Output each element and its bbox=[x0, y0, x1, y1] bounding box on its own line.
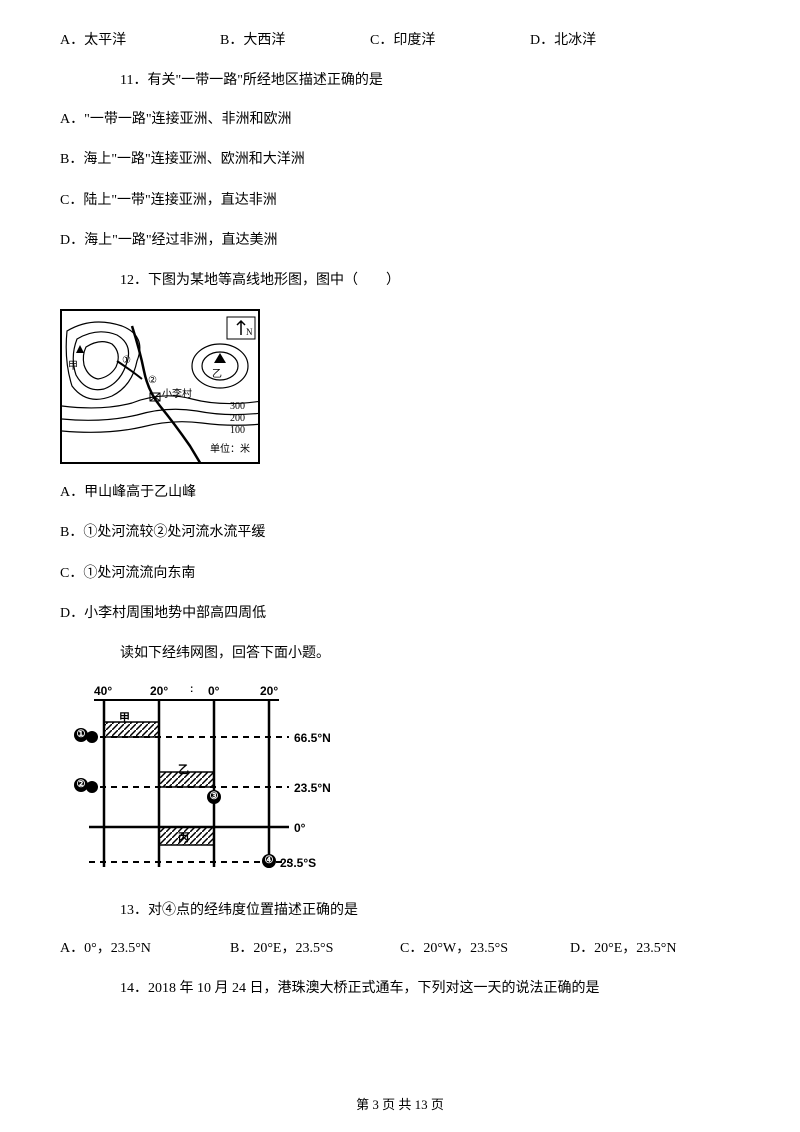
q13-option-d[interactable]: D．20°E，23.5°N bbox=[570, 938, 740, 960]
q11-option-d[interactable]: D．海上"一路"经过非洲，直达美洲 bbox=[60, 230, 740, 252]
q13-options: A．0°，23.5°N B．20°E，23.5°S C．20°W，23.5°S … bbox=[60, 938, 740, 960]
fig1-label-unit: 单位：米 bbox=[210, 442, 250, 458]
q13-option-a[interactable]: A．0°，23.5°N bbox=[60, 938, 230, 960]
q10-options: A．太平洋 B．大西洋 C．印度洋 D．北冰洋 bbox=[60, 30, 740, 52]
q12-option-c[interactable]: C．①处河流流向东南 bbox=[60, 563, 740, 585]
lon-label-2: 0° bbox=[208, 682, 219, 701]
fig1-label-100: 100 bbox=[230, 423, 245, 439]
lat-label-1: 23.5°N bbox=[294, 779, 331, 798]
contour-map-figure: N 甲 乙 ① ② 小李村 300 200 100 单位：米 bbox=[60, 309, 740, 464]
zone-bing: 丙 bbox=[178, 830, 189, 848]
fig1-label-one: ① bbox=[122, 353, 131, 369]
q11-option-a[interactable]: A．"一带一路"连接亚洲、非洲和欧洲 bbox=[60, 109, 740, 131]
q13-option-c[interactable]: C．20°W，23.5°S bbox=[400, 938, 570, 960]
q12-stem: 12．下图为某地等高线地形图，图中（ ） bbox=[120, 270, 740, 292]
q10-option-c[interactable]: C．印度洋 bbox=[370, 30, 530, 52]
q12-option-b[interactable]: B．①处河流较②处河流水流平缓 bbox=[60, 522, 740, 544]
zone-yi: 乙 bbox=[178, 762, 189, 780]
marker-1: ① bbox=[74, 728, 88, 742]
marker-3: ③ bbox=[207, 790, 221, 804]
reading-prompt: 读如下经纬网图，回答下面小题。 bbox=[120, 643, 740, 665]
q11-option-b[interactable]: B．海上"一路"连接亚洲、欧洲和大洋洲 bbox=[60, 149, 740, 171]
lat-label-3: 23.5°S bbox=[280, 854, 316, 873]
q13-stem: 13．对④点的经纬度位置描述正确的是 bbox=[120, 900, 740, 922]
q14-stem: 14．2018 年 10 月 24 日，港珠澳大桥正式通车，下列对这一天的说法正… bbox=[120, 978, 740, 1000]
marker-4: ④ bbox=[262, 854, 276, 868]
q10-option-a[interactable]: A．太平洋 bbox=[60, 30, 220, 52]
fig1-label-two: ② bbox=[148, 373, 157, 389]
contour-map-box: N 甲 乙 ① ② 小李村 300 200 100 单位：米 bbox=[60, 309, 260, 464]
q12-option-a[interactable]: A．甲山峰高于乙山峰 bbox=[60, 482, 740, 504]
svg-text:N: N bbox=[246, 327, 253, 337]
marker-2: ② bbox=[74, 778, 88, 792]
latlon-figure: 40° 20° 0° 20° : 66.5°N 23.5°N 0° 23.5°S… bbox=[60, 682, 740, 882]
lon-label-1: 20° bbox=[150, 682, 168, 701]
q10-option-b[interactable]: B．大西洋 bbox=[220, 30, 370, 52]
zone-jia: 甲 bbox=[119, 710, 130, 728]
q12-option-d[interactable]: D．小李村周围地势中部高四周低 bbox=[60, 603, 740, 625]
q11-stem: 11．有关"一带一路"所经地区描述正确的是 bbox=[120, 70, 740, 92]
latlon-box: 40° 20° 0° 20° : 66.5°N 23.5°N 0° 23.5°S… bbox=[64, 682, 354, 882]
fig1-label-village: 小李村 bbox=[162, 387, 192, 403]
fig1-label-jia: 甲 bbox=[68, 359, 78, 375]
fig1-label-yi: 乙 bbox=[212, 367, 222, 383]
lat-label-2: 0° bbox=[294, 819, 305, 838]
q11-option-c[interactable]: C．陆上"一带"连接亚洲，直达非洲 bbox=[60, 190, 740, 212]
lat-label-0: 66.5°N bbox=[294, 729, 331, 748]
lon-label-3: 20° bbox=[260, 682, 278, 701]
page-footer: 第 3 页 共 13 页 bbox=[0, 1095, 800, 1116]
q10-option-d[interactable]: D．北冰洋 bbox=[530, 30, 670, 52]
q13-option-b[interactable]: B．20°E，23.5°S bbox=[230, 938, 400, 960]
lon-label-0: 40° bbox=[94, 682, 112, 701]
